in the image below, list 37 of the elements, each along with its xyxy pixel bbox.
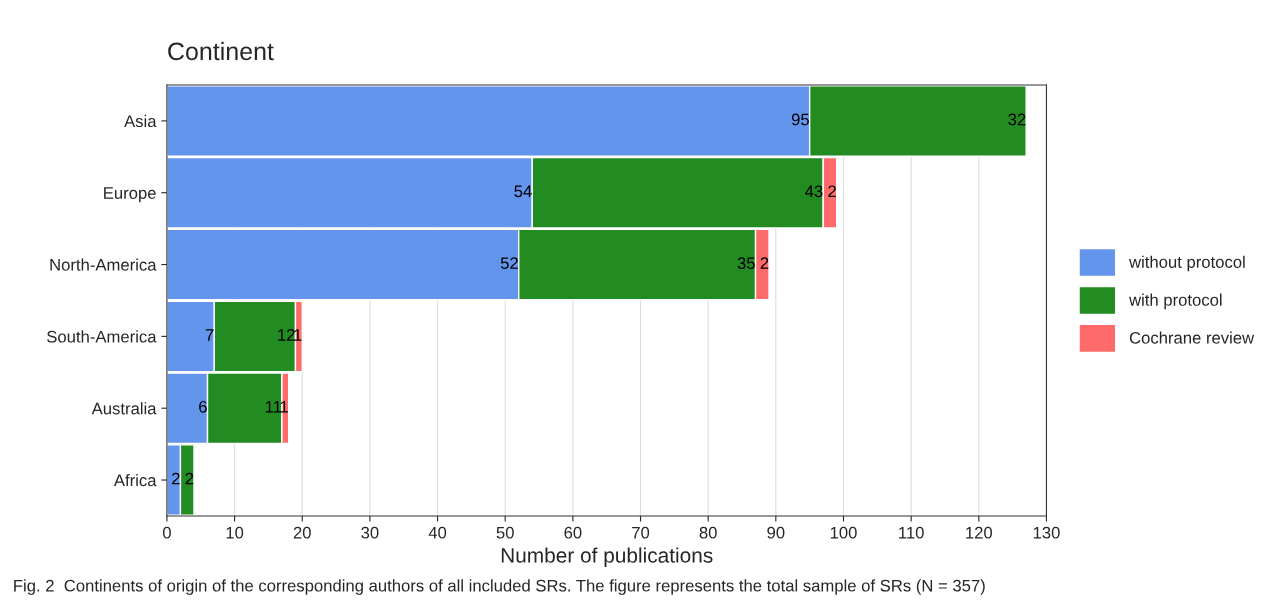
- x-tick-label: 130: [1033, 526, 1060, 539]
- legend-label: Cochrane review: [1129, 331, 1255, 344]
- x-tick-label: 20: [293, 526, 311, 539]
- x-tick-label: 30: [361, 526, 379, 539]
- x-tick-label: 0: [162, 526, 171, 539]
- data-label: 95: [791, 113, 809, 126]
- x-tick-label: 10: [226, 526, 244, 539]
- y-tick-label: Europe: [104, 187, 156, 203]
- data-label: 2: [760, 257, 769, 269]
- data-label: 11: [265, 401, 282, 413]
- y-tick-label: South-America: [47, 330, 157, 343]
- data-label: 6: [199, 400, 207, 413]
- legend-label: with protocol: [1129, 293, 1222, 310]
- x-tick-label: 120: [966, 526, 993, 539]
- x-tick-label: 70: [632, 526, 650, 539]
- data-label: 2: [185, 472, 194, 485]
- data-label: 7: [205, 329, 214, 341]
- data-label: 54: [514, 185, 532, 198]
- x-tick-label: 100: [830, 526, 857, 539]
- x-tick-label: 80: [699, 526, 717, 539]
- x-tick-label: 60: [564, 526, 582, 539]
- y-tick-label: North-America: [50, 258, 157, 271]
- chart-title: Continent: [168, 41, 274, 61]
- caption: Fig. 2 Continents of origin of the corresponding authors of all included SRs. The figure represents the total sample of SRs (N = 357): [14, 579, 985, 595]
- x-axis-title: Number of publications: [501, 547, 713, 567]
- data-label: 2: [828, 185, 836, 198]
- data-label: 52: [500, 257, 518, 270]
- x-tick-label: 50: [496, 526, 514, 539]
- y-tick-label: Australia: [91, 402, 157, 415]
- data-label: 2: [172, 472, 180, 485]
- y-tick-label: Asia: [124, 114, 157, 128]
- y-tick-label: Africa: [113, 474, 157, 487]
- data-label: 35: [737, 257, 755, 270]
- x-tick-label: 40: [428, 526, 447, 539]
- x-tick-label: 110: [899, 526, 924, 539]
- x-tick-label: 90: [767, 526, 785, 539]
- legend-label: without protocol: [1129, 255, 1245, 272]
